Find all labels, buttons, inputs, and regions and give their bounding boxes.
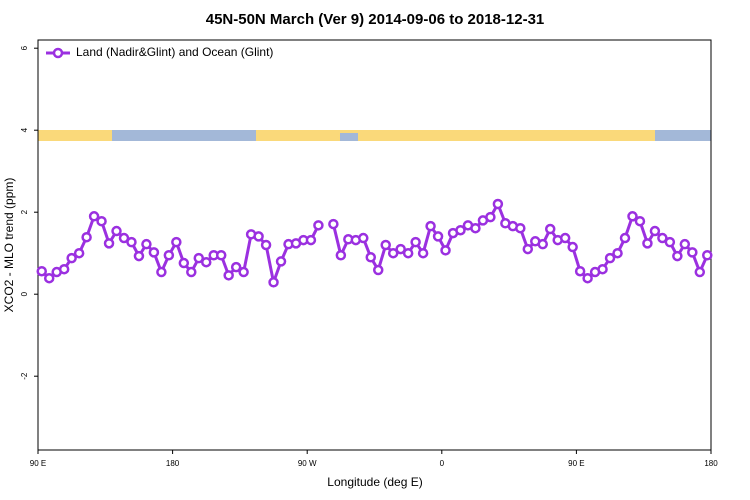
data-point [193, 252, 205, 264]
data-point [455, 224, 466, 236]
x-tick-label: 180 [704, 459, 718, 468]
data-point [126, 236, 137, 248]
data-point [395, 243, 406, 255]
y-tick-label: -2 [20, 372, 29, 380]
data-point [223, 270, 234, 281]
data-point [679, 238, 691, 250]
data-point [657, 232, 668, 244]
data-point [574, 265, 586, 277]
data-point [649, 225, 661, 237]
x-tick-label: 180 [166, 459, 180, 468]
data-point [268, 277, 279, 288]
data-point [702, 250, 713, 261]
data-point [410, 236, 421, 248]
data-point [141, 238, 152, 250]
x-axis-label: Longitude (deg E) [327, 475, 422, 489]
data-point [156, 266, 167, 278]
data-point [372, 264, 384, 276]
data-point [522, 243, 534, 255]
y-axis-label: XCO2 - MLO trend (ppm) [2, 178, 16, 313]
legend-marker [52, 47, 64, 59]
x-tick-label: 90 W [298, 459, 317, 468]
data-point [215, 250, 227, 261]
data-point [642, 238, 653, 249]
data-point [597, 263, 608, 275]
data-point [148, 247, 160, 258]
data-point [305, 234, 317, 246]
data-point [328, 218, 339, 230]
data-point [73, 247, 85, 259]
data-point [171, 236, 182, 248]
data-point [619, 232, 631, 244]
data-point [178, 257, 190, 269]
data-point [230, 261, 242, 273]
y-tick-label: 6 [20, 45, 29, 50]
data-point [612, 247, 623, 259]
ocean-band [655, 130, 711, 141]
chart-title: 45N-50N March (Ver 9) 2014-09-06 to 2018… [206, 11, 545, 28]
data-point [358, 232, 369, 244]
data-point [103, 238, 115, 249]
data-point [492, 198, 504, 210]
y-tick-label: 4 [20, 127, 29, 132]
data-point [380, 239, 391, 251]
ocean-band [112, 130, 256, 141]
data-point [604, 252, 616, 264]
data-point [432, 231, 444, 242]
data-point [567, 241, 578, 253]
data-point [253, 231, 264, 242]
y-tick-label: 0 [20, 291, 29, 296]
data-point [96, 215, 107, 227]
y-tick-label: 2 [20, 209, 29, 214]
plot-frame [37, 39, 712, 451]
data-point [559, 232, 571, 244]
data-point [335, 250, 347, 261]
data-point [81, 231, 92, 243]
data-point [238, 266, 249, 278]
data-point [417, 247, 429, 259]
data-point [58, 263, 70, 275]
legend-label: Land (Nadir&Glint) and Ocean (Glint) [76, 45, 273, 59]
land-band [256, 130, 655, 141]
data-point [365, 252, 377, 263]
data-point [694, 266, 706, 278]
data-point [515, 222, 526, 234]
data-point [687, 247, 698, 258]
data-point [201, 256, 212, 268]
data-point [425, 220, 436, 232]
data-point [111, 225, 122, 237]
data-point [260, 239, 272, 251]
data-point [627, 211, 638, 222]
data-point [275, 256, 287, 267]
data-point [133, 250, 145, 262]
data-point [537, 238, 548, 250]
data-point [36, 265, 47, 277]
data-point [485, 211, 496, 223]
data-point [664, 236, 676, 248]
data-point [163, 250, 175, 261]
data-point [43, 272, 55, 284]
data-point [118, 232, 130, 244]
x-tick-label: 90 E [568, 459, 584, 468]
land-ocean-strip [38, 130, 711, 141]
data-point [66, 252, 77, 264]
x-tick-label: 90 E [30, 459, 46, 468]
data-point [313, 220, 324, 231]
data-point [634, 215, 646, 227]
data-point [186, 266, 197, 278]
data-point [387, 247, 399, 259]
ocean-band [340, 133, 358, 141]
data-point [402, 247, 414, 259]
data-point [544, 223, 556, 235]
land-band [38, 130, 112, 141]
data-point [470, 222, 481, 234]
data-point [582, 272, 593, 284]
x-tick-label: 0 [440, 459, 445, 468]
data-point [440, 245, 451, 256]
data-point [88, 211, 100, 222]
data-point [672, 250, 683, 262]
